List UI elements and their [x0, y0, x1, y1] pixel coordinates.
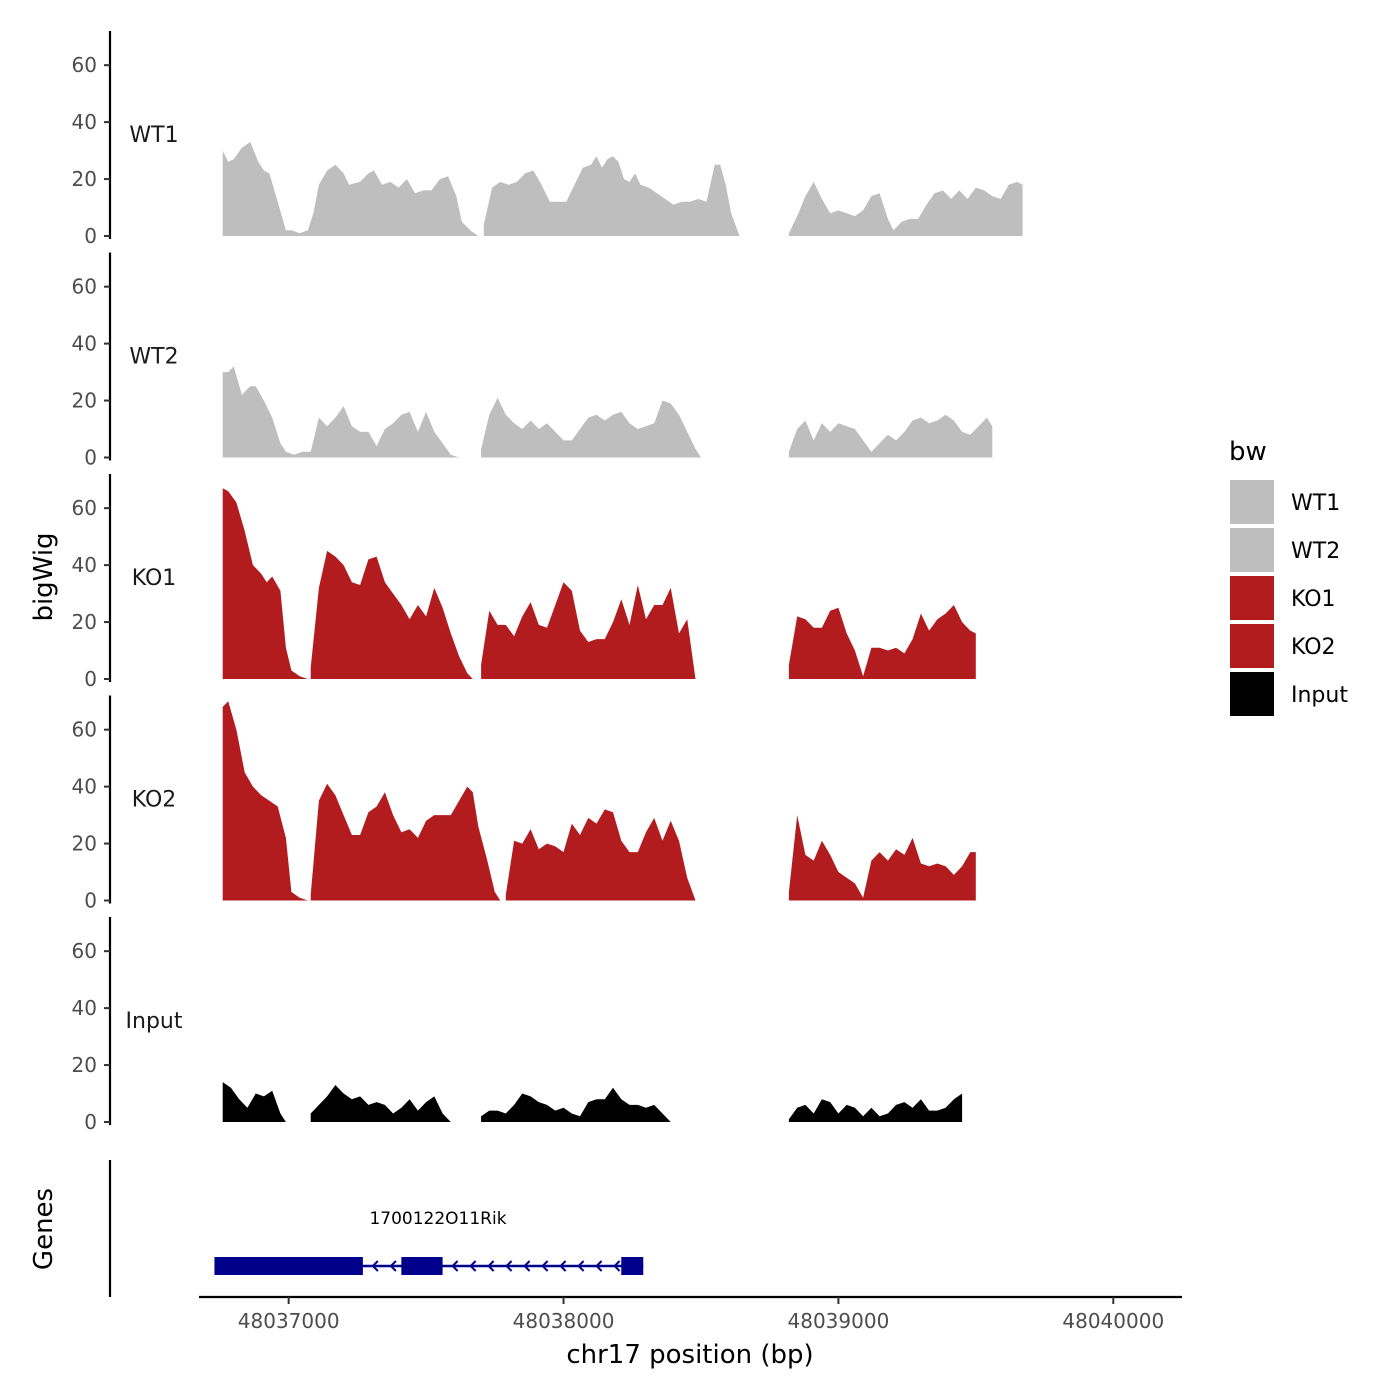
coverage-area [222, 142, 479, 236]
gene-exon [621, 1257, 644, 1275]
coverage-area [310, 783, 501, 901]
track-wt2: 0 20 40 60 WT2 [72, 252, 993, 470]
track-ko2: 0 20 40 60 KO2 [72, 695, 976, 913]
y-tick-label: 20 [72, 832, 97, 856]
genes-track: 1700122O11Rik [108, 1160, 644, 1297]
strand-arrow [595, 1260, 603, 1272]
y-axis-title: bigWig [29, 532, 59, 621]
track-label: WT1 [129, 123, 178, 148]
y-tick-label: 60 [72, 496, 97, 520]
legend-label: KO2 [1291, 635, 1336, 660]
strand-arrow [613, 1260, 621, 1272]
genes-axis-title: Genes [29, 1188, 59, 1270]
strand-arrow [577, 1260, 585, 1272]
coverage-area [310, 550, 473, 679]
legend-label: WT1 [1291, 491, 1340, 516]
y-tick-label: 0 [84, 1110, 97, 1134]
legend: bw WT1 WT2 KO1 KO2 Input [1229, 437, 1348, 716]
legend-swatch [1230, 528, 1274, 572]
coverage-area [481, 582, 696, 679]
track-input: 0 20 40 60 Input [72, 917, 963, 1134]
strand-arrow [371, 1260, 379, 1272]
coverage-area [788, 414, 993, 458]
legend-label: WT2 [1291, 539, 1340, 564]
coverage-area [222, 701, 308, 901]
y-tick-label: 20 [72, 167, 97, 191]
strand-arrow [487, 1260, 495, 1272]
y-tick-label: 60 [72, 275, 97, 299]
legend-item-wt1: WT1 [1230, 480, 1340, 524]
track-wt1: 0 20 40 60 WT1 [72, 31, 1023, 248]
coverage-area [222, 488, 308, 679]
x-tick-label: 48039000 [788, 1309, 890, 1333]
gene-label: 1700122O11Rik [369, 1209, 506, 1229]
legend-label: KO1 [1291, 587, 1336, 612]
legend-swatch [1230, 480, 1274, 524]
legend-item-ko1: KO1 [1230, 576, 1336, 620]
y-tick-label: 40 [72, 775, 97, 799]
strand-arrow [559, 1260, 567, 1272]
strand-arrow [541, 1260, 549, 1272]
coverage-area [481, 397, 701, 458]
coverage-area [505, 809, 696, 901]
y-tick-label: 40 [72, 332, 97, 356]
y-tick-label: 60 [72, 718, 97, 742]
y-tick-label: 40 [72, 996, 97, 1020]
coverage-area [222, 1082, 286, 1122]
y-tick-label: 20 [72, 1053, 97, 1077]
coverage-area [788, 815, 976, 901]
legend-item-ko2: KO2 [1230, 624, 1336, 668]
legend-swatch [1230, 624, 1274, 668]
y-tick-label: 60 [72, 53, 97, 77]
legend-swatch [1230, 576, 1274, 620]
coverage-area [788, 1093, 963, 1122]
coverage-area [481, 1087, 671, 1122]
track-label: KO2 [132, 788, 177, 813]
coverage-area [483, 156, 740, 236]
y-tick-label: 0 [84, 889, 97, 913]
strand-arrow [523, 1260, 531, 1272]
strand-arrow [469, 1260, 477, 1272]
x-tick-label: 48040000 [1062, 1309, 1164, 1333]
legend-swatch [1230, 672, 1274, 716]
track-ko1: 0 20 40 60 KO1 [72, 474, 976, 691]
x-axis-title: chr17 position (bp) [566, 1340, 813, 1370]
y-tick-label: 0 [84, 224, 97, 248]
y-tick-label: 40 [72, 110, 97, 134]
coverage-area [788, 605, 976, 679]
legend-item-input: Input [1230, 672, 1348, 716]
coverage-tracks: 0 20 40 60 WT1 0 20 40 60 WT2 0 20 40 60 KO1 0 20 40 60 KO2… [72, 31, 1023, 1134]
coverage-area [788, 181, 1023, 236]
strand-arrow [505, 1260, 513, 1272]
y-tick-label: 20 [72, 389, 97, 413]
strand-arrow [389, 1260, 397, 1272]
y-tick-label: 0 [84, 667, 97, 691]
x-tick-label: 48038000 [513, 1309, 615, 1333]
y-tick-label: 40 [72, 553, 97, 577]
coverage-area [222, 366, 460, 458]
legend-label: Input [1291, 683, 1348, 708]
x-axis: 48037000 48038000 48039000 48040000 [199, 1295, 1182, 1333]
gene-exon [214, 1257, 363, 1275]
coverage-area [310, 1085, 451, 1122]
y-tick-label: 0 [84, 446, 97, 470]
gene-exon [401, 1257, 443, 1275]
track-label: Input [126, 1009, 183, 1034]
y-tick-label: 20 [72, 610, 97, 634]
track-label: KO1 [132, 566, 177, 591]
legend-title: bw [1229, 437, 1267, 467]
track-label: WT2 [129, 345, 178, 370]
legend-item-wt2: WT2 [1230, 528, 1340, 572]
x-tick-label: 48037000 [238, 1309, 340, 1333]
y-tick-label: 60 [72, 939, 97, 963]
strand-arrow [451, 1260, 459, 1272]
